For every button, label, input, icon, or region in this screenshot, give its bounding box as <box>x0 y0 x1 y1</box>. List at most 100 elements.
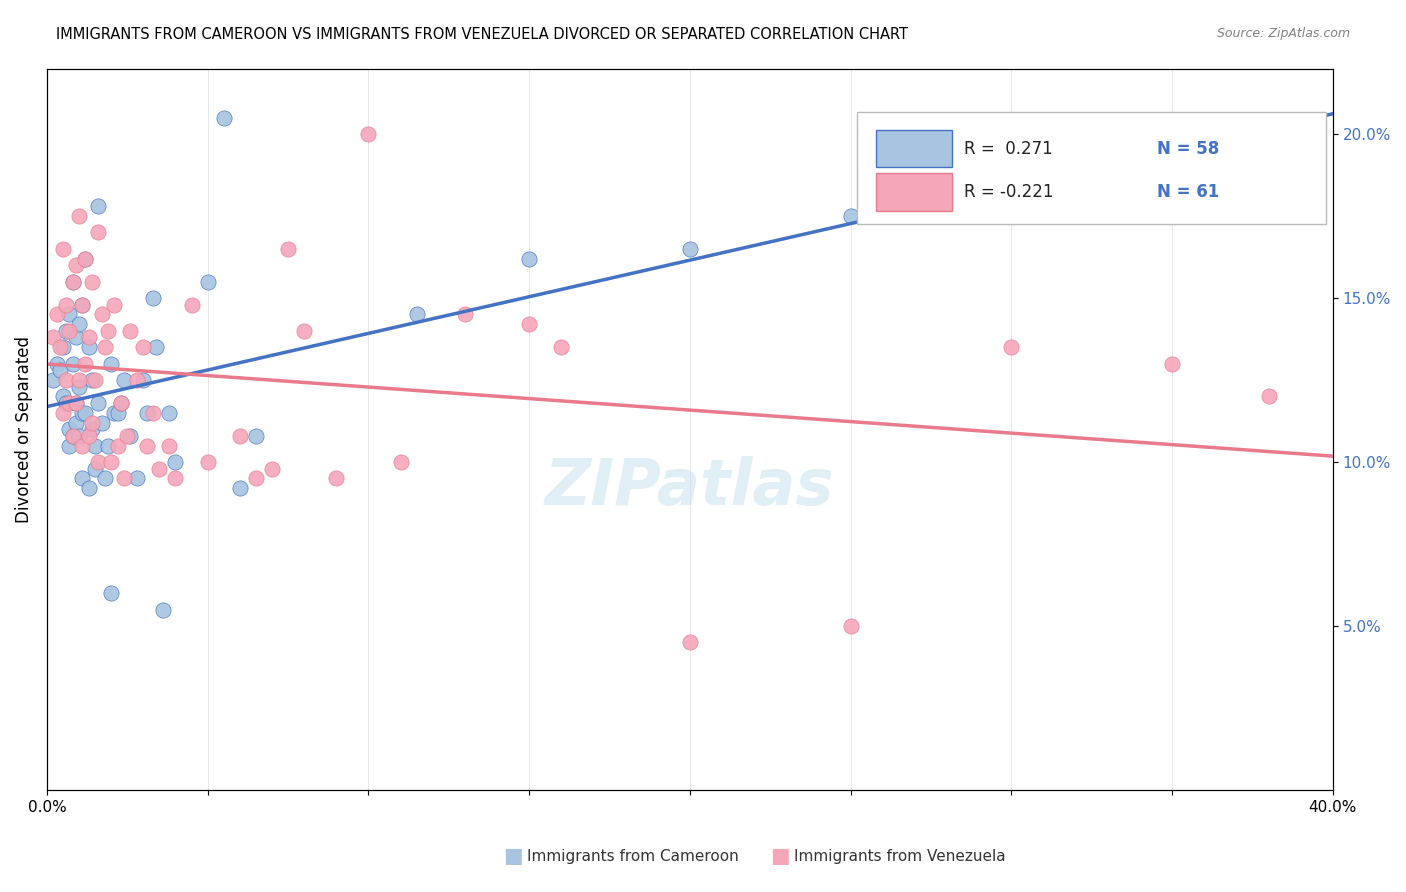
Point <box>42 373 65 387</box>
Point <box>148 461 170 475</box>
Point <box>58 422 80 436</box>
Point <box>157 406 180 420</box>
Point <box>67 428 90 442</box>
Point <box>97 324 120 338</box>
Point <box>42 330 65 344</box>
Point <box>84 373 107 387</box>
Point <box>62 275 84 289</box>
Point <box>65 396 87 410</box>
Text: ■: ■ <box>503 847 523 866</box>
Text: Immigrants from Cameroon: Immigrants from Cameroon <box>527 849 740 863</box>
Point <box>77 428 100 442</box>
Y-axis label: Divorced or Separated: Divorced or Separated <box>15 335 32 523</box>
Point <box>94 471 117 485</box>
Point <box>679 242 702 256</box>
Point <box>197 275 219 289</box>
Point <box>45 357 67 371</box>
Text: ■: ■ <box>770 847 790 866</box>
Point <box>142 406 165 420</box>
Point <box>80 416 103 430</box>
Point <box>357 127 380 141</box>
Point <box>110 396 132 410</box>
FancyBboxPatch shape <box>858 112 1326 224</box>
Text: Immigrants from Venezuela: Immigrants from Venezuela <box>794 849 1007 863</box>
Point <box>58 307 80 321</box>
Point <box>389 455 412 469</box>
Point <box>77 481 100 495</box>
Text: IMMIGRANTS FROM CAMEROON VS IMMIGRANTS FROM VENEZUELA DIVORCED OR SEPARATED CORR: IMMIGRANTS FROM CAMEROON VS IMMIGRANTS F… <box>56 27 908 42</box>
Point <box>157 439 180 453</box>
Text: N = 58: N = 58 <box>1157 139 1219 158</box>
Point <box>52 389 75 403</box>
Point <box>1161 357 1184 371</box>
Point <box>58 439 80 453</box>
Point <box>454 307 477 321</box>
Point <box>100 357 122 371</box>
Point <box>325 471 347 485</box>
Point <box>67 318 90 332</box>
Point <box>839 619 862 633</box>
Point <box>94 340 117 354</box>
Point <box>839 209 862 223</box>
FancyBboxPatch shape <box>876 130 952 168</box>
Point <box>245 428 267 442</box>
Point <box>550 340 572 354</box>
Text: Source: ZipAtlas.com: Source: ZipAtlas.com <box>1216 27 1350 40</box>
Text: ZIPatlas: ZIPatlas <box>546 456 835 518</box>
FancyBboxPatch shape <box>876 173 952 211</box>
Point <box>75 406 97 420</box>
Point <box>197 455 219 469</box>
Point <box>112 373 135 387</box>
Point <box>292 324 315 338</box>
Point <box>110 396 132 410</box>
Point <box>72 297 94 311</box>
Point <box>103 406 125 420</box>
Point <box>87 226 110 240</box>
Point <box>65 396 87 410</box>
Point <box>90 307 112 321</box>
Point <box>245 471 267 485</box>
Point <box>62 428 84 442</box>
Point <box>72 439 94 453</box>
Point <box>67 209 90 223</box>
Point <box>152 602 174 616</box>
Point <box>52 406 75 420</box>
Point <box>132 373 155 387</box>
Point <box>180 297 202 311</box>
Text: N = 61: N = 61 <box>1157 183 1219 201</box>
Point <box>65 416 87 430</box>
Point <box>100 455 122 469</box>
Point <box>75 252 97 266</box>
Point <box>58 324 80 338</box>
Point <box>45 307 67 321</box>
Point <box>229 428 252 442</box>
Point <box>52 340 75 354</box>
Point <box>212 111 235 125</box>
Point <box>77 330 100 344</box>
Point <box>112 471 135 485</box>
Point <box>87 455 110 469</box>
Point <box>142 291 165 305</box>
Point <box>48 363 70 377</box>
Point <box>100 586 122 600</box>
Point <box>120 324 142 338</box>
Point <box>103 297 125 311</box>
Point <box>62 428 84 442</box>
Point <box>72 406 94 420</box>
Point <box>679 635 702 649</box>
Point <box>87 396 110 410</box>
Point <box>72 471 94 485</box>
Point <box>72 297 94 311</box>
Point <box>48 340 70 354</box>
Point <box>277 242 299 256</box>
Point <box>75 357 97 371</box>
Point <box>62 357 84 371</box>
Point <box>145 340 167 354</box>
Point <box>260 461 283 475</box>
Point <box>1000 340 1022 354</box>
Point <box>97 439 120 453</box>
Point <box>125 373 148 387</box>
Point <box>55 396 77 410</box>
Point <box>84 461 107 475</box>
Point <box>80 373 103 387</box>
